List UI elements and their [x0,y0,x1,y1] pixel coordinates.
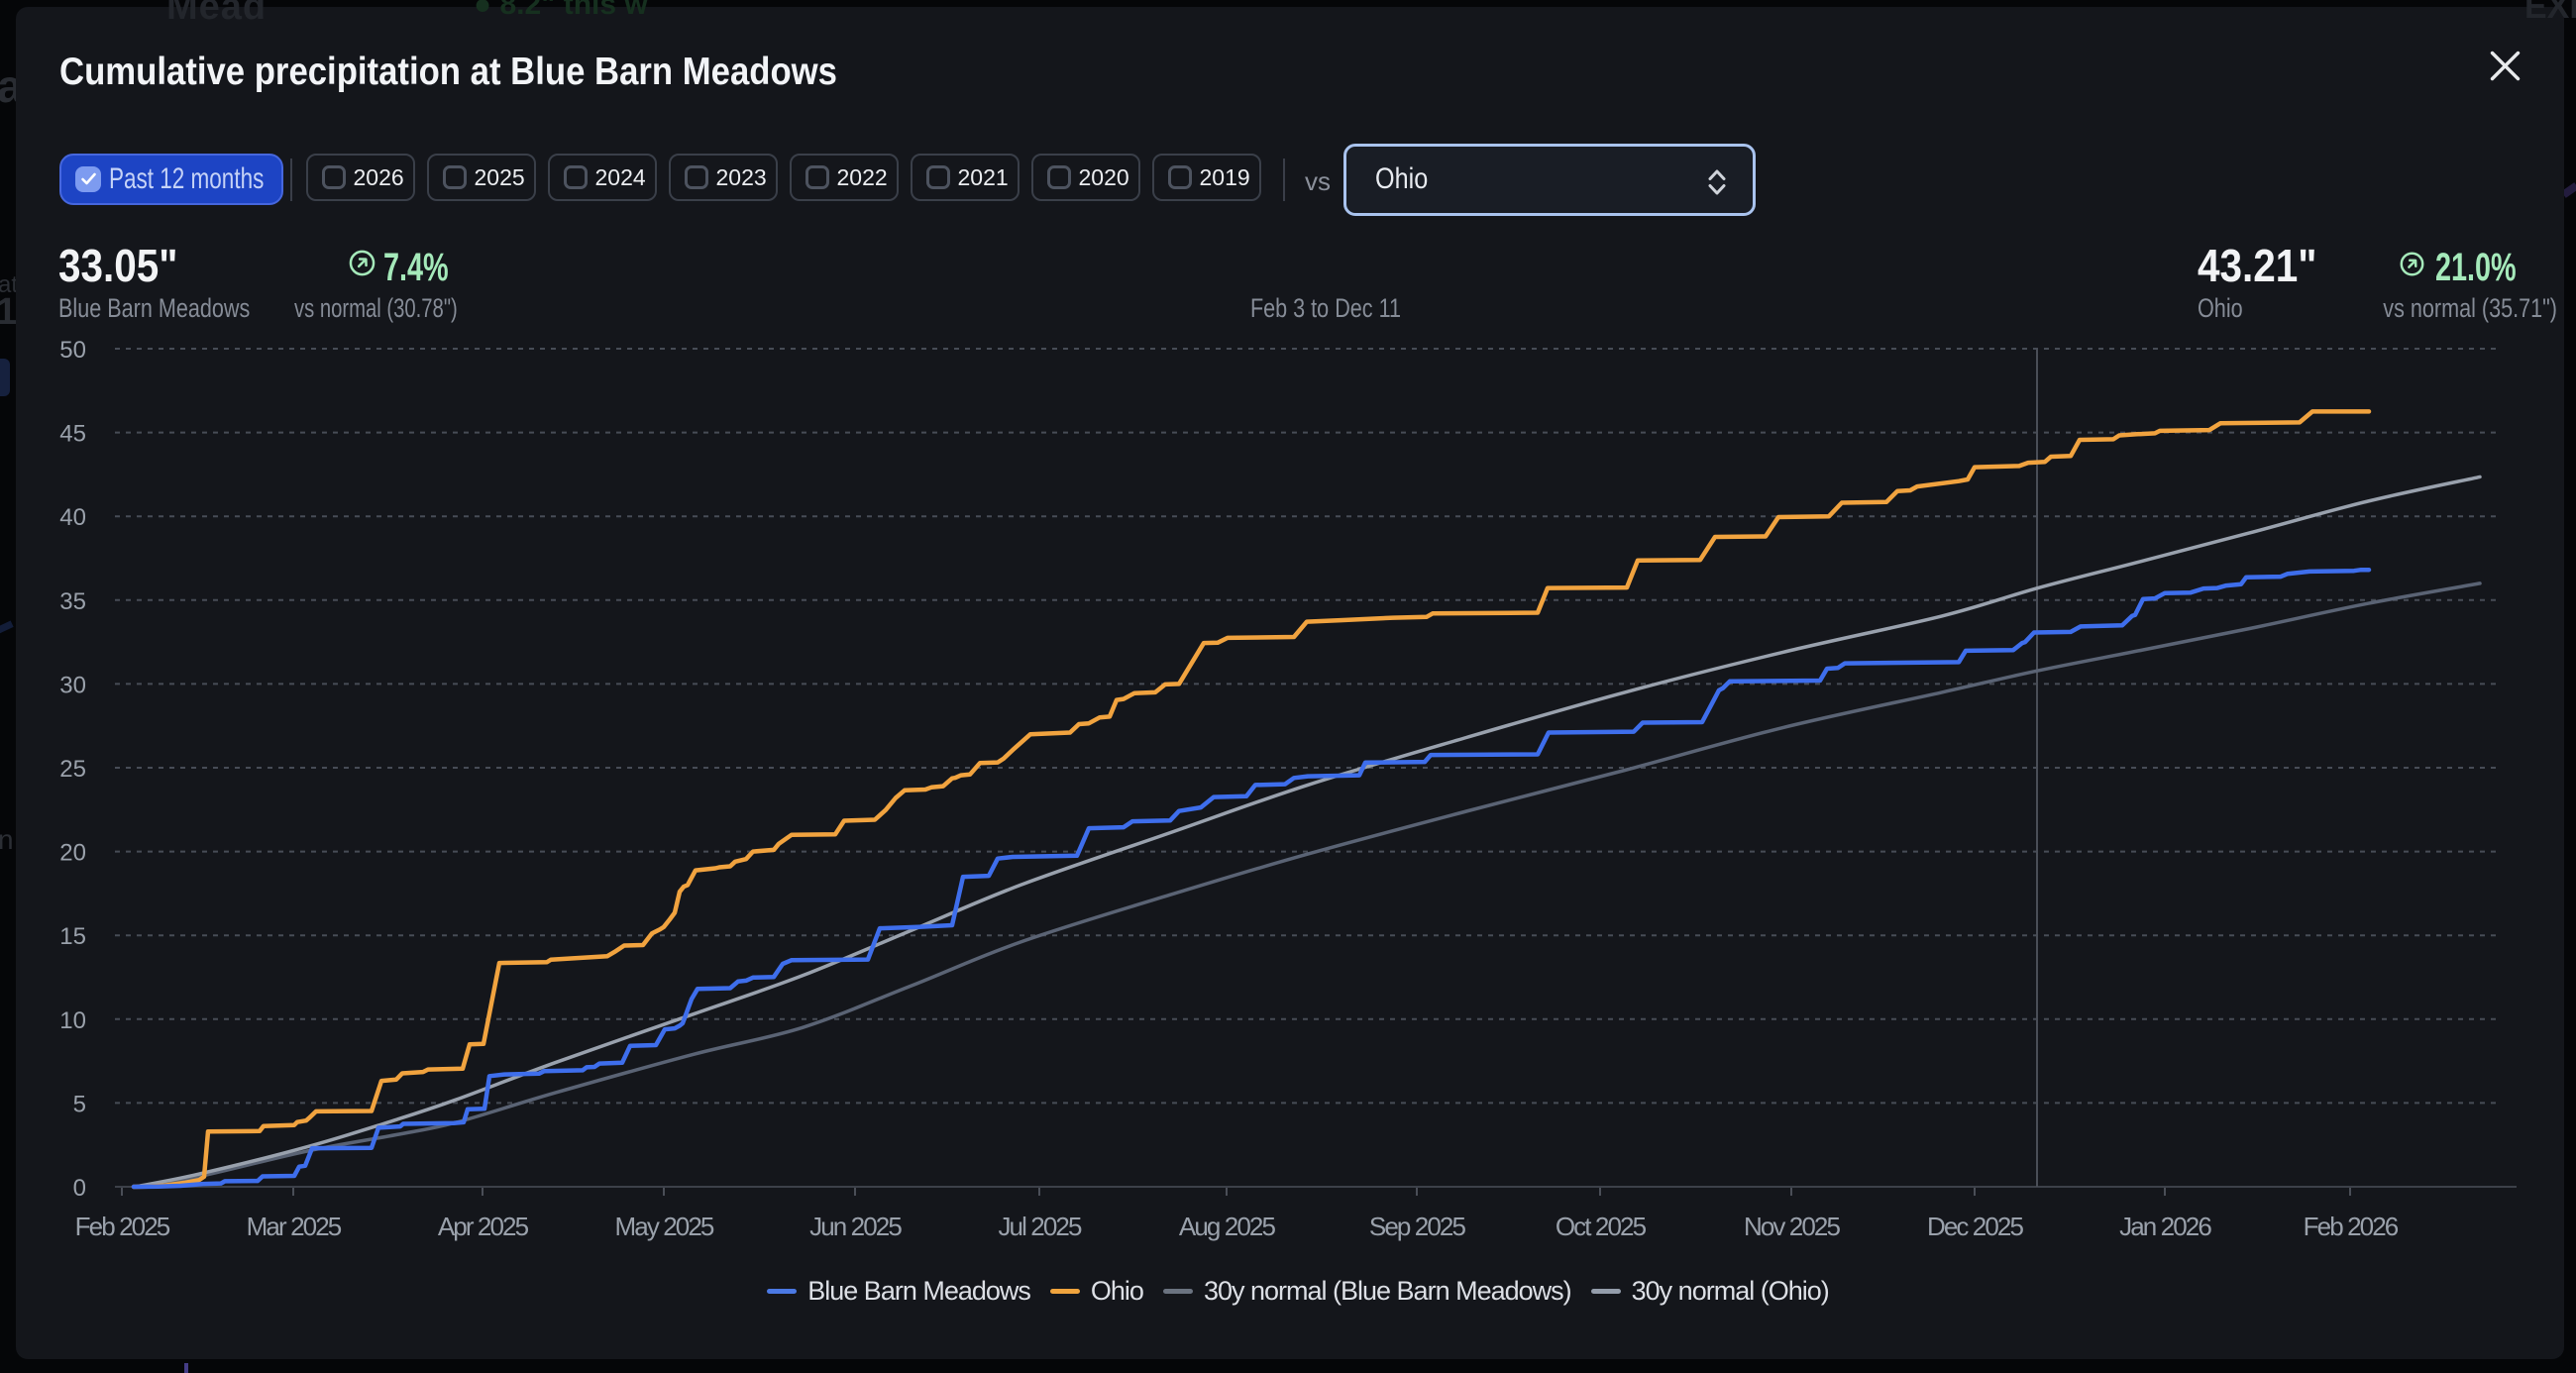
svg-text:0: 0 [73,1175,86,1202]
svg-text:25: 25 [59,756,86,783]
svg-text:Dec 2025: Dec 2025 [1927,1212,2024,1241]
svg-text:Nov 2025: Nov 2025 [1744,1212,1841,1241]
svg-text:45: 45 [59,421,86,448]
svg-text:Mar 2025: Mar 2025 [247,1212,342,1241]
svg-text:Aug 2025: Aug 2025 [1179,1212,1276,1241]
svg-text:10: 10 [59,1007,86,1034]
svg-text:35: 35 [59,588,86,615]
svg-text:Oct 2025: Oct 2025 [1556,1212,1647,1241]
svg-text:May 2025: May 2025 [615,1212,714,1241]
svg-text:30: 30 [59,672,86,698]
svg-text:Jan 2026: Jan 2026 [2119,1212,2211,1241]
svg-text:Sep 2025: Sep 2025 [1369,1212,1466,1241]
svg-text:40: 40 [59,504,86,531]
svg-text:Feb 2025: Feb 2025 [75,1212,170,1241]
svg-text:50: 50 [59,337,86,364]
svg-text:Feb 2026: Feb 2026 [2304,1212,2399,1241]
svg-text:Apr 2025: Apr 2025 [438,1212,529,1241]
svg-text:5: 5 [73,1091,86,1117]
svg-text:Jul 2025: Jul 2025 [998,1212,1082,1241]
svg-text:15: 15 [59,923,86,950]
svg-text:20: 20 [59,840,86,867]
svg-text:Jun 2025: Jun 2025 [809,1212,902,1241]
